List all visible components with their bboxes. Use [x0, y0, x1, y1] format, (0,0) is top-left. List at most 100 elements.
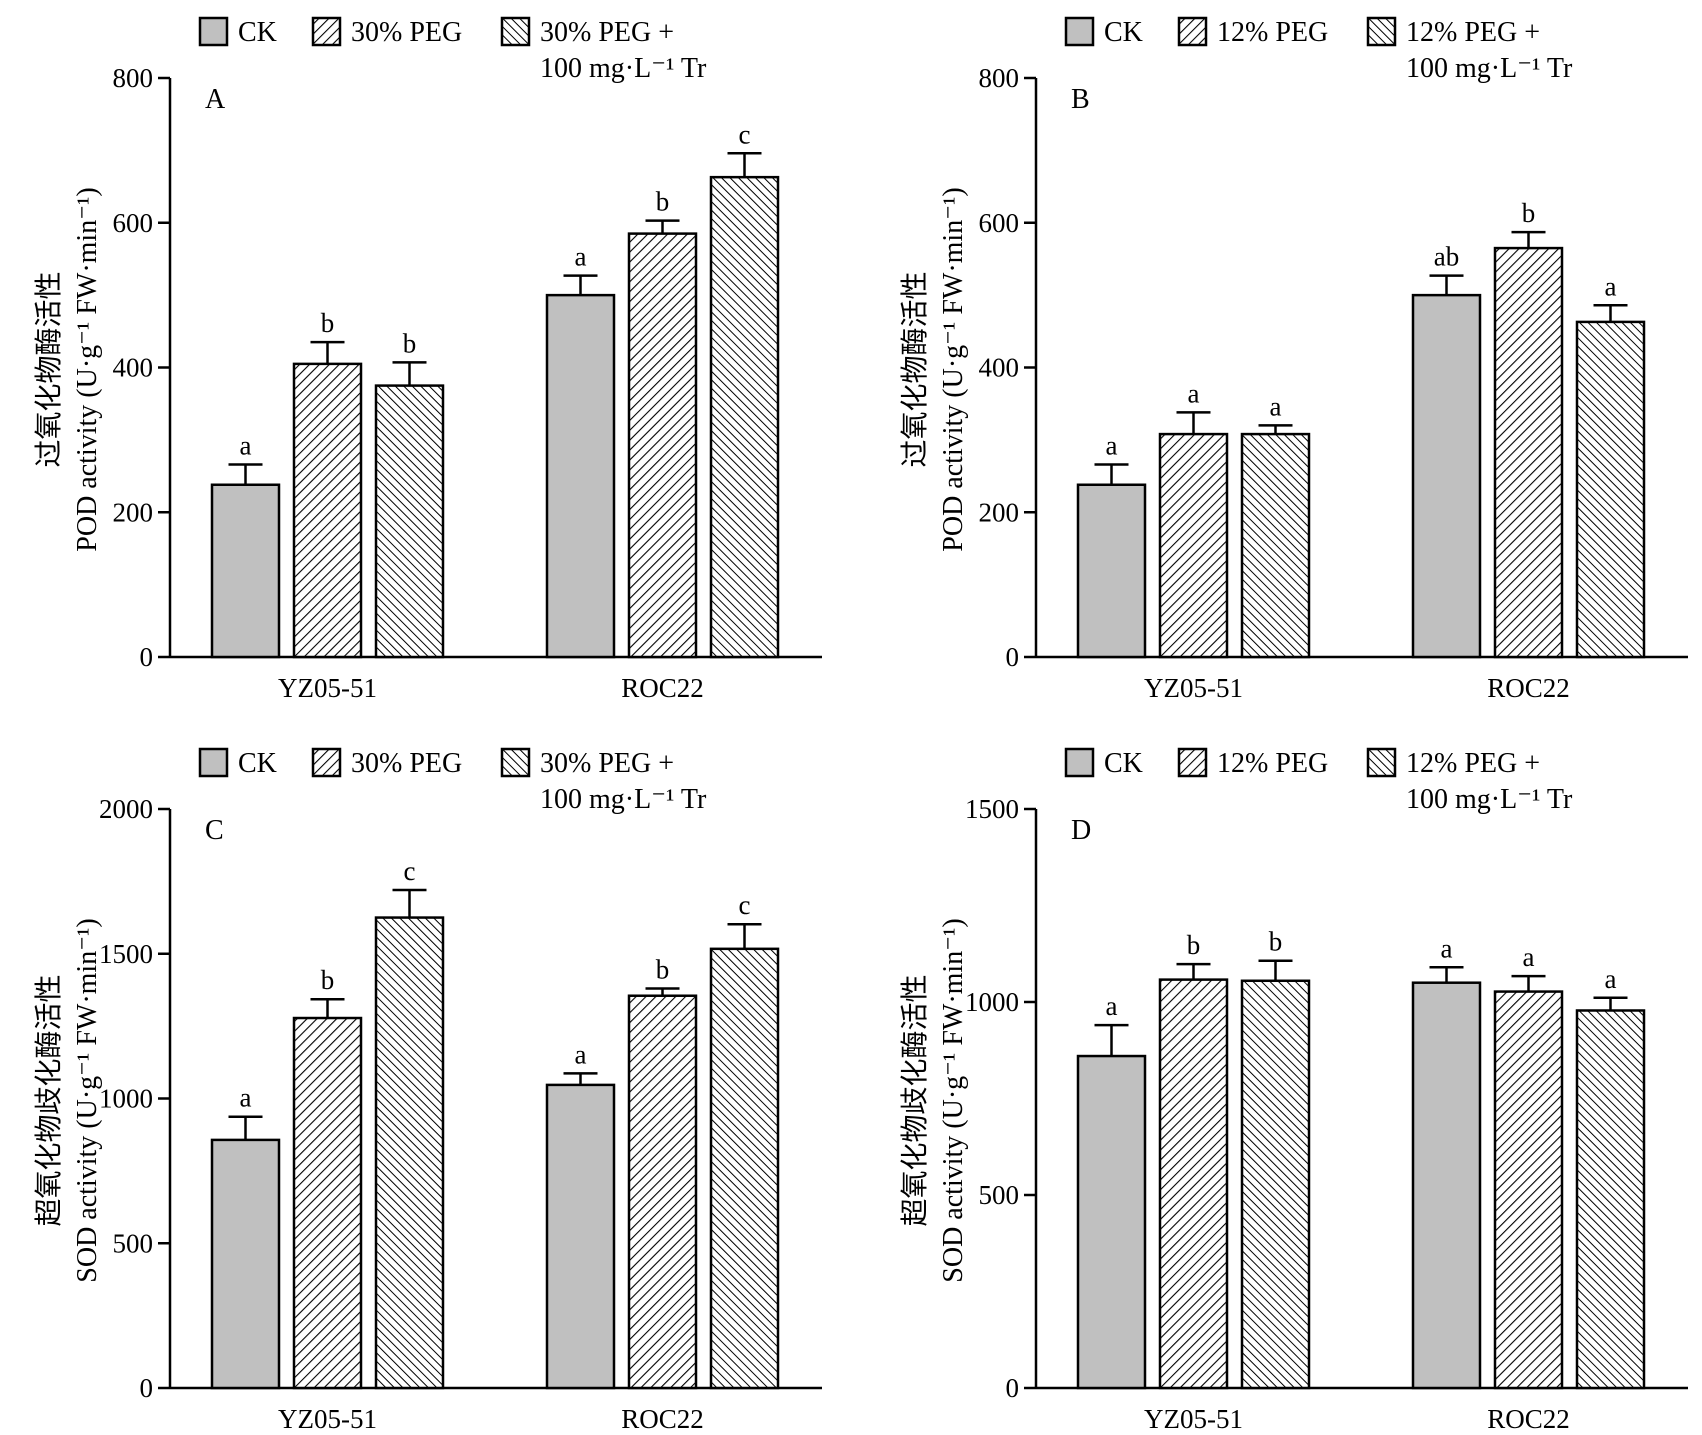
y-tick-label: 0	[140, 1373, 154, 1403]
legend-swatch	[1366, 16, 1397, 47]
significance-letter: a	[1270, 391, 1282, 421]
bar-roc22-0	[1411, 981, 1482, 1390]
y-axis-title-en: SOD activity (U·g⁻¹ FW·min⁻¹)	[938, 918, 969, 1282]
legend-swatch	[500, 16, 531, 47]
bar-yz05-51-2	[1240, 432, 1311, 659]
y-tick-label: 400	[113, 353, 154, 383]
chart-panel-a: CK 30% PEG 30% PEG + 100 mg·L⁻¹ Tr 0 200 400 60…	[33, 16, 822, 703]
significance-letter: a	[1106, 991, 1118, 1021]
legend-swatch	[1366, 747, 1397, 778]
significance-letter: a	[1605, 964, 1617, 994]
y-tick-label: 1500	[99, 939, 153, 969]
x-tick-label: YZ05-51	[1144, 673, 1243, 703]
legend-label: 100 mg·L⁻¹ Tr	[1406, 784, 1573, 815]
legend-swatch	[500, 747, 531, 778]
legend-label: 100 mg·L⁻¹ Tr	[540, 53, 707, 84]
bar-yz05-51-0	[1076, 483, 1147, 659]
y-tick-label: 600	[979, 208, 1020, 238]
significance-letter: c	[404, 856, 416, 886]
bar-roc22-1	[1493, 990, 1564, 1390]
legend-label: CK	[238, 748, 277, 779]
y-tick-label: 0	[140, 642, 154, 672]
bar-yz05-51-2	[374, 384, 445, 659]
bar-yz05-51-1	[1158, 978, 1229, 1390]
bar-roc22-2	[709, 947, 780, 1390]
bar-yz05-51-0	[210, 1138, 281, 1390]
panel-label: D	[1071, 815, 1091, 846]
significance-letter: b	[1187, 930, 1201, 960]
significance-letter: ab	[1434, 242, 1459, 272]
legend-swatch	[198, 16, 229, 47]
bar-yz05-51-0	[1076, 1054, 1147, 1390]
y-axis-title-cn: 过氧化物酶活性	[33, 271, 65, 467]
legend-swatch	[1064, 747, 1095, 778]
y-tick-label: 1000	[99, 1084, 153, 1114]
y-tick-label: 2000	[99, 794, 153, 824]
x-tick-label: ROC22	[621, 1404, 704, 1434]
legend-label: 30% PEG +	[540, 17, 674, 48]
bar-roc22-0	[545, 293, 616, 659]
legend-label: 12% PEG +	[1406, 748, 1540, 779]
legend-label: 30% PEG +	[540, 748, 674, 779]
bar-roc22-1	[627, 232, 698, 659]
x-tick-label: YZ05-51	[1144, 1404, 1243, 1434]
legend-label: CK	[238, 17, 277, 48]
legend-label: 30% PEG	[351, 17, 462, 48]
legend-label: 12% PEG	[1217, 17, 1328, 48]
y-tick-label: 600	[113, 208, 154, 238]
legend-swatch	[311, 16, 342, 47]
chart-panel-b: CK 12% PEG 12% PEG + 100 mg·L⁻¹ Tr 0 200 400 60…	[899, 16, 1688, 703]
bar-roc22-1	[627, 994, 698, 1390]
significance-letter: a	[1605, 271, 1617, 301]
significance-letter: a	[575, 1039, 587, 1069]
x-tick-label: ROC22	[621, 673, 704, 703]
panel-label: C	[205, 815, 224, 846]
y-tick-label: 500	[979, 1180, 1020, 1210]
bar-yz05-51-1	[1158, 432, 1229, 659]
y-tick-label: 200	[113, 497, 154, 527]
y-tick-label: 800	[113, 63, 154, 93]
legend: CK 12% PEG 12% PEG + 100 mg·L⁻¹ Tr	[1064, 747, 1573, 815]
y-tick-label: 800	[979, 63, 1020, 93]
significance-letter: a	[240, 430, 252, 460]
x-tick-label: YZ05-51	[278, 673, 377, 703]
y-tick-label: 500	[113, 1228, 154, 1258]
legend-swatch	[311, 747, 342, 778]
legend-label: 12% PEG +	[1406, 17, 1540, 48]
significance-letter: b	[321, 308, 335, 338]
bar-roc22-2	[1575, 320, 1646, 659]
significance-letter: a	[575, 242, 587, 272]
legend: CK 30% PEG 30% PEG + 100 mg·L⁻¹ Tr	[198, 747, 707, 815]
bar-roc22-2	[709, 175, 780, 659]
y-tick-label: 200	[979, 497, 1020, 527]
significance-letter: b	[1269, 927, 1283, 957]
significance-letter: a	[1441, 933, 1453, 963]
x-tick-label: YZ05-51	[278, 1404, 377, 1434]
significance-letter: a	[1188, 378, 1200, 408]
legend: CK 30% PEG 30% PEG + 100 mg·L⁻¹ Tr	[198, 16, 707, 84]
x-tick-label: ROC22	[1487, 673, 1570, 703]
y-axis-title-cn: 超氧化物歧化酶活性	[899, 974, 931, 1226]
significance-letter: b	[656, 954, 670, 984]
y-axis-title-en: SOD activity (U·g⁻¹ FW·min⁻¹)	[72, 918, 103, 1282]
legend-swatch	[1064, 16, 1095, 47]
significance-letter: b	[321, 965, 335, 995]
legend-label: CK	[1104, 17, 1143, 48]
chart-panel-d: CK 12% PEG 12% PEG + 100 mg·L⁻¹ Tr 0 500 1000 1…	[899, 747, 1688, 1434]
bar-yz05-51-2	[374, 916, 445, 1390]
y-tick-label: 1500	[965, 794, 1019, 824]
bar-yz05-51-1	[292, 362, 363, 659]
y-tick-label: 400	[979, 353, 1020, 383]
bar-roc22-2	[1575, 1009, 1646, 1390]
bar-roc22-0	[545, 1083, 616, 1390]
significance-letter: a	[1523, 942, 1535, 972]
chart-panel-c: CK 30% PEG 30% PEG + 100 mg·L⁻¹ Tr 0 500 1000 1…	[33, 747, 822, 1434]
bar-yz05-51-1	[292, 1016, 363, 1390]
significance-letter: a	[1106, 430, 1118, 460]
y-axis-title-en: POD activity (U·g⁻¹ FW·min⁻¹)	[72, 187, 103, 551]
legend-label: 100 mg·L⁻¹ Tr	[1406, 53, 1573, 84]
legend-swatch	[198, 747, 229, 778]
significance-letter: b	[656, 187, 670, 217]
y-tick-label: 0	[1006, 642, 1020, 672]
